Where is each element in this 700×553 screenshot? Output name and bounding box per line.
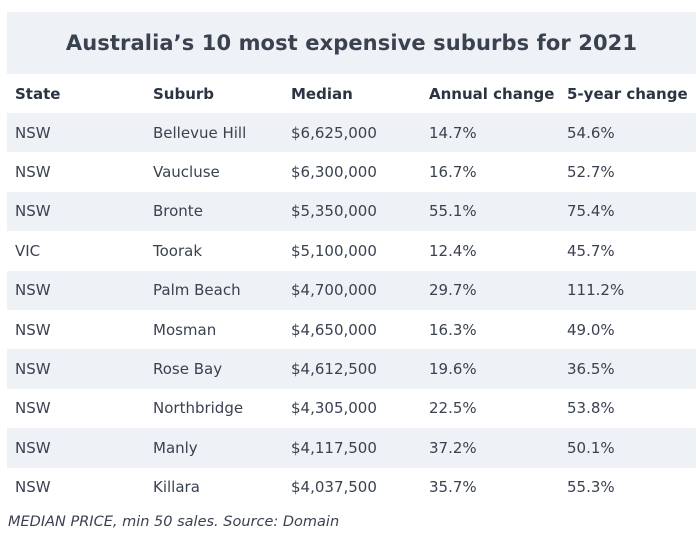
cell-annual-change: 22.5% — [429, 399, 477, 418]
table-row: VIC Toorak $5,100,000 12.4% 45.7% — [7, 231, 696, 271]
cell-state: NSW — [15, 399, 51, 418]
cell-median: $5,350,000 — [291, 202, 377, 221]
cell-annual-change: 16.7% — [429, 163, 477, 182]
cell-annual-change: 35.7% — [429, 478, 477, 497]
cell-annual-change: 29.7% — [429, 281, 477, 300]
column-header-5-year-change: 5-year change — [567, 84, 688, 103]
cell-median: $4,037,500 — [291, 478, 377, 497]
cell-suburb: Rose Bay — [153, 360, 223, 379]
cell-5-year-change: 75.4% — [567, 202, 615, 221]
table-row: NSW Mosman $4,650,000 16.3% 49.0% — [7, 309, 696, 350]
cell-state: NSW — [15, 163, 51, 182]
table-row: NSW Rose Bay $4,612,500 19.6% 36.5% — [7, 349, 696, 389]
table-body: NSW Bellevue Hill $6,625,000 14.7% 54.6% NSW V… — [7, 113, 696, 507]
cell-annual-change: 16.3% — [429, 320, 477, 339]
suburbs-table-card: Australia’s 10 most expensive suburbs fo… — [7, 12, 696, 507]
title-bar: Australia’s 10 most expensive suburbs fo… — [7, 12, 696, 74]
cell-5-year-change: 111.2% — [567, 281, 625, 300]
cell-5-year-change: 49.0% — [567, 320, 615, 339]
cell-5-year-change: 55.3% — [567, 478, 615, 497]
header-row: State Suburb Median Annual change 5-year… — [7, 74, 696, 113]
cell-median: $6,300,000 — [291, 163, 377, 182]
cell-annual-change: 37.2% — [429, 438, 477, 457]
table-row: NSW Killara $4,037,500 35.7% 55.3% — [7, 467, 696, 507]
column-header-state: State — [15, 84, 61, 103]
table-row: NSW Northbridge $4,305,000 22.5% 53.8% — [7, 388, 696, 429]
cell-5-year-change: 36.5% — [567, 360, 615, 379]
chart-title: Australia’s 10 most expensive suburbs fo… — [65, 31, 638, 55]
column-header-suburb: Suburb — [153, 84, 215, 103]
table-row: NSW Bronte $5,350,000 55.1% 75.4% — [7, 191, 696, 232]
cell-median: $4,305,000 — [291, 399, 377, 418]
table-row: NSW Bellevue Hill $6,625,000 14.7% 54.6% — [7, 113, 696, 153]
cell-median: $4,117,500 — [291, 438, 377, 457]
cell-median: $6,625,000 — [291, 123, 377, 142]
cell-median: $5,100,000 — [291, 241, 377, 260]
cell-median: $4,650,000 — [291, 320, 377, 339]
cell-suburb: Killara — [153, 478, 200, 497]
cell-state: NSW — [15, 202, 51, 221]
cell-5-year-change: 54.6% — [567, 123, 615, 142]
cell-5-year-change: 45.7% — [567, 241, 615, 260]
cell-suburb: Bronte — [153, 202, 203, 221]
cell-suburb: Mosman — [153, 320, 217, 339]
cell-state: NSW — [15, 281, 51, 300]
cell-5-year-change: 50.1% — [567, 438, 615, 457]
cell-5-year-change: 52.7% — [567, 163, 615, 182]
column-header-annual-change: Annual change — [429, 84, 555, 103]
cell-annual-change: 19.6% — [429, 360, 477, 379]
table-row: NSW Manly $4,117,500 37.2% 50.1% — [7, 428, 696, 468]
cell-suburb: Manly — [153, 438, 198, 457]
cell-5-year-change: 53.8% — [567, 399, 615, 418]
column-header-median: Median — [291, 84, 353, 103]
source-note: MEDIAN PRICE, min 50 sales. Source: Doma… — [8, 514, 340, 530]
table-row: NSW Palm Beach $4,700,000 29.7% 111.2% — [7, 270, 696, 310]
table-header: State Suburb Median Annual change 5-year… — [7, 74, 696, 113]
cell-state: NSW — [15, 478, 51, 497]
cell-suburb: Palm Beach — [153, 281, 241, 300]
suburbs-table: State Suburb Median Annual change 5-year… — [7, 74, 696, 507]
cell-median: $4,700,000 — [291, 281, 377, 300]
cell-state: NSW — [15, 123, 51, 142]
cell-suburb: Northbridge — [153, 399, 244, 418]
cell-suburb: Bellevue Hill — [153, 123, 247, 142]
cell-annual-change: 12.4% — [429, 241, 477, 260]
cell-annual-change: 55.1% — [429, 202, 477, 221]
cell-annual-change: 14.7% — [429, 123, 477, 142]
cell-state: VIC — [15, 241, 41, 260]
cell-suburb: Toorak — [153, 241, 203, 260]
cell-state: NSW — [15, 438, 51, 457]
cell-state: NSW — [15, 320, 51, 339]
cell-suburb: Vaucluse — [153, 163, 220, 182]
cell-median: $4,612,500 — [291, 360, 377, 379]
cell-state: NSW — [15, 360, 51, 379]
table-row: NSW Vaucluse $6,300,000 16.7% 52.7% — [7, 152, 696, 192]
